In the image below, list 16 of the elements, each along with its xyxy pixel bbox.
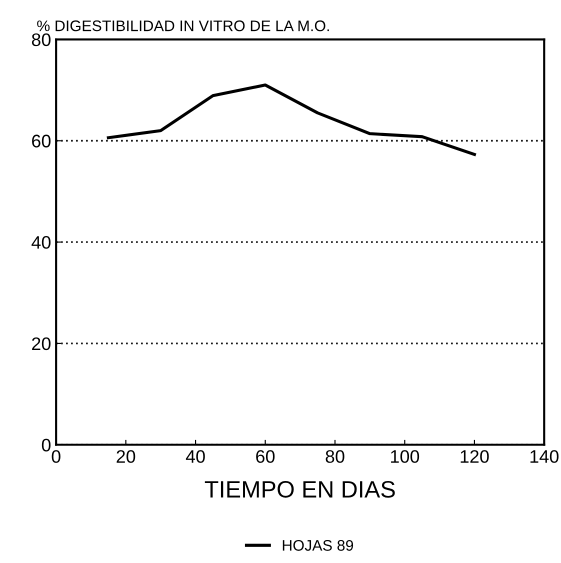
x-tick-label: 120 [460, 450, 489, 463]
x-tick-label: 140 [530, 450, 559, 463]
legend-label: HOJAS 89 [282, 540, 354, 551]
y-tick-label: 40 [32, 236, 51, 249]
x-tick-label: 0 [52, 450, 60, 463]
x-tick-label: 40 [186, 450, 205, 463]
x-tick-label: 80 [326, 450, 344, 463]
x-axis-title: TIEMPO EN DIAS [204, 480, 395, 498]
x-tick-label: 100 [391, 450, 420, 463]
x-tick-label: 60 [256, 450, 275, 463]
y-tick-label: 60 [32, 134, 51, 148]
y-tick-label: 80 [32, 33, 51, 46]
chart-title: % DIGESTIBILIDAD IN VITRO DE LA M.O. [37, 20, 329, 32]
y-tick-label: 0 [42, 438, 51, 452]
x-tick-label: 20 [116, 450, 136, 463]
y-tick-label: 20 [32, 337, 51, 350]
